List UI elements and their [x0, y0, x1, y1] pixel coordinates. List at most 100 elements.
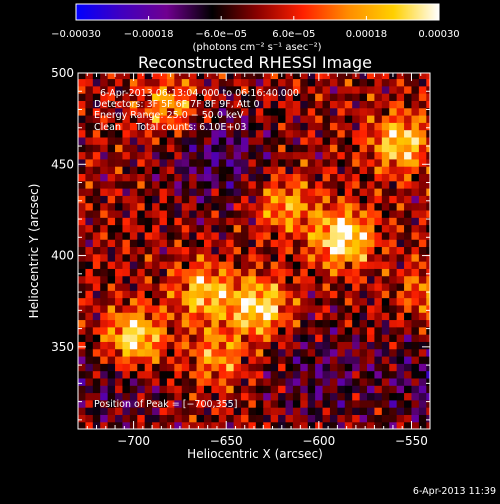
heatmap-cell	[100, 421, 109, 429]
heatmap-cell	[211, 355, 220, 364]
heatmap-cell	[292, 136, 301, 145]
heatmap-cell	[107, 399, 116, 408]
heatmap-cell	[270, 129, 279, 138]
heatmap-cell	[344, 312, 353, 321]
heatmap-cell	[315, 304, 324, 313]
heatmap-cell	[300, 290, 309, 299]
heatmap-cell	[255, 341, 264, 350]
heatmap-cell	[381, 100, 390, 109]
heatmap-cell	[166, 180, 175, 189]
heatmap-cell	[300, 399, 309, 408]
heatmap-cell	[367, 224, 376, 233]
heatmap-cell	[196, 297, 205, 306]
heatmap-cell	[300, 180, 309, 189]
heatmap-cell	[85, 78, 94, 87]
heatmap-cell	[270, 407, 279, 415]
heatmap-cell	[211, 421, 220, 429]
heatmap-cell	[344, 341, 353, 350]
heatmap-cell	[285, 414, 294, 423]
heatmap-cell	[418, 239, 427, 248]
heatmap-cell	[329, 73, 338, 80]
heatmap-cell	[322, 319, 331, 328]
heatmap-cell	[396, 73, 405, 80]
heatmap-cell	[389, 93, 398, 101]
heatmap-cell	[122, 399, 131, 408]
heatmap-cell	[189, 275, 198, 284]
heatmap-cell	[241, 246, 250, 255]
heatmap-cell	[115, 399, 124, 408]
heatmap-cell	[115, 173, 124, 182]
heatmap-cell	[78, 114, 87, 123]
heatmap-cell	[189, 158, 198, 167]
heatmap-cell	[329, 224, 338, 233]
heatmap-cell	[426, 122, 430, 131]
heatmap-cell	[144, 304, 153, 313]
heatmap-cell	[278, 158, 287, 167]
heatmap-cell	[411, 188, 420, 196]
heatmap-cell	[411, 239, 420, 248]
heatmap-cell	[166, 304, 175, 313]
heatmap-cell	[211, 414, 220, 423]
heatmap-cell	[107, 202, 116, 211]
heatmap-cell	[344, 158, 353, 167]
heatmap-cell	[367, 93, 376, 101]
heatmap-cell	[322, 151, 331, 160]
heatmap-cell	[344, 166, 353, 175]
heatmap-cell	[255, 107, 264, 116]
heatmap-cell	[92, 107, 101, 116]
heatmap-cell	[78, 334, 87, 342]
heatmap-cell	[129, 136, 138, 145]
heatmap-cell	[137, 377, 146, 386]
heatmap-cell	[196, 421, 205, 429]
heatmap-cell	[159, 239, 168, 248]
heatmap-cell	[241, 85, 250, 94]
heatmap-cell	[107, 282, 116, 291]
heatmap-cell	[92, 282, 101, 291]
heatmap-cell	[322, 363, 331, 372]
heatmap-cell	[418, 107, 427, 116]
heatmap-cell	[418, 188, 427, 196]
heatmap-cell	[241, 173, 250, 182]
heatmap-cell	[129, 348, 138, 357]
heatmap-cell	[203, 209, 212, 218]
heatmap-cell	[211, 73, 220, 80]
heatmap-cell	[255, 239, 264, 248]
heatmap-cell	[270, 319, 279, 328]
heatmap-cell	[92, 348, 101, 357]
heatmap-cell	[152, 151, 161, 160]
heatmap-cell	[396, 93, 405, 101]
heatmap-cell	[263, 282, 272, 291]
heatmap-cell	[389, 290, 398, 299]
heatmap-cell	[307, 151, 316, 160]
heatmap-cell	[300, 348, 309, 357]
heatmap-cell	[344, 377, 353, 386]
heatmap-cell	[396, 377, 405, 386]
heatmap-cell	[129, 195, 138, 204]
heatmap-cell	[396, 114, 405, 123]
heatmap-cell	[329, 239, 338, 248]
heatmap-cell	[315, 261, 324, 269]
heatmap-cell	[411, 151, 420, 160]
heatmap-cell	[203, 144, 212, 153]
heatmap-cell	[226, 129, 235, 138]
heatmap-cell	[174, 180, 183, 189]
heatmap-cell	[100, 312, 109, 321]
heatmap-cell	[292, 385, 301, 394]
heatmap-cell	[292, 399, 301, 408]
heatmap-cell	[144, 180, 153, 189]
heatmap-cell	[367, 392, 376, 401]
heatmap-cell	[396, 297, 405, 306]
heatmap-cell	[285, 275, 294, 284]
heatmap-cell	[241, 100, 250, 109]
heatmap-cell	[100, 100, 109, 109]
heatmap-cell	[418, 180, 427, 189]
heatmap-image	[78, 73, 430, 429]
heatmap-cell	[196, 275, 205, 284]
heatmap-cell	[181, 144, 190, 153]
heatmap-cell	[337, 158, 346, 167]
heatmap-cell	[396, 334, 405, 342]
heatmap-cell	[263, 93, 272, 101]
heatmap-cell	[374, 173, 383, 182]
annotation-energy-range: Energy Range: 25.0 − 50.0 keV	[94, 110, 244, 121]
heatmap-cell	[367, 261, 376, 269]
